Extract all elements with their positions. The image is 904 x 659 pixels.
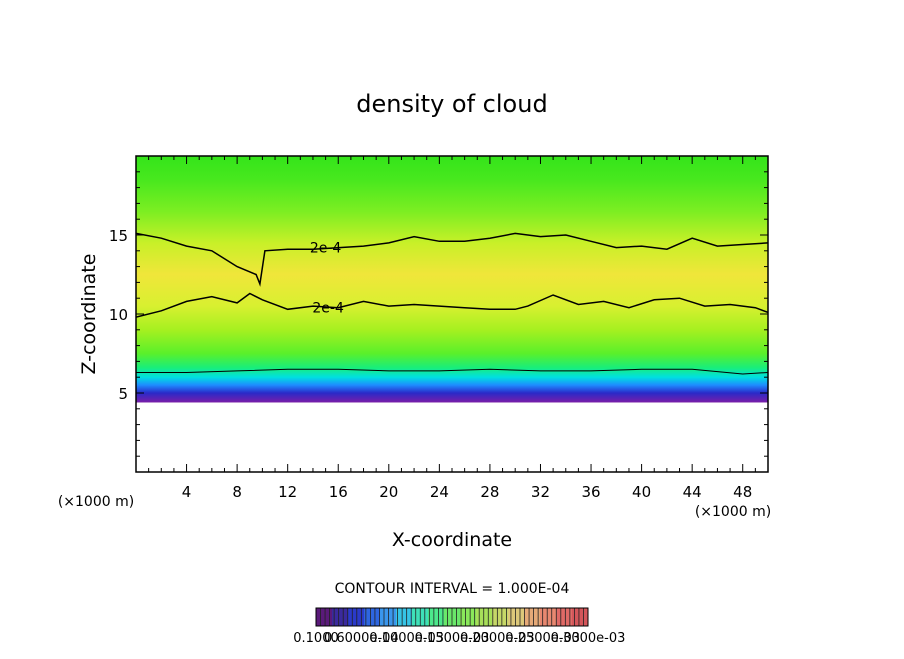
x-tick-label: 20	[379, 483, 398, 501]
x-tick-label: 4	[182, 483, 192, 501]
colorbar-swatch	[396, 608, 413, 626]
x-unit-label-left: (×1000 m)	[58, 494, 134, 510]
x-tick-label: 12	[278, 483, 297, 501]
colorbar-label: 0.1500e-03	[415, 631, 490, 646]
x-unit-label-right: (×1000 m)	[695, 504, 771, 520]
x-tick-label: 16	[329, 483, 348, 501]
colorbar-swatch	[508, 608, 525, 626]
y-tick-label: 5	[118, 385, 128, 403]
x-axis-ticks: 4 8 12 16 20 24 28 32 36 40 44 48	[148, 156, 756, 501]
colorbar-frame	[315, 607, 589, 627]
colorbar-swatch	[492, 608, 509, 626]
colorbar-label: 0.6000e-04	[324, 631, 399, 646]
contour-label: 2e-4	[312, 301, 344, 317]
colorbar-swatch	[524, 608, 541, 626]
colorbar-swatch	[428, 608, 445, 626]
colorbar-swatch	[348, 608, 365, 626]
colorbar	[315, 607, 589, 627]
chart-title: density of cloud	[356, 90, 547, 118]
x-tick-label: 48	[733, 483, 752, 501]
colorbar-labels: 0.10000.6000e-040.1000e-030.1500e-030.20…	[293, 631, 625, 646]
colorbar-label: 0.3000e-03	[551, 631, 626, 646]
x-axis-label: X-coordinate	[392, 529, 512, 551]
colorbar-label: 0.2000e-03	[460, 631, 535, 646]
contour-line-base	[136, 368, 768, 375]
colorbar-label: 0.1000	[293, 631, 339, 646]
colorbar-label: 0.1000e-03	[369, 631, 444, 646]
contour-labels: 2e-4 2e-4	[310, 241, 344, 317]
contour-label: 2e-4	[310, 241, 342, 257]
colorbar-swatch	[364, 608, 381, 626]
x-tick-label: 40	[632, 483, 651, 501]
below-cloud-base-region	[136, 402, 768, 472]
contour-line-upper	[136, 232, 768, 287]
colorbar-swatch	[316, 608, 333, 626]
colorbar-swatch	[572, 608, 589, 626]
y-tick-label: 15	[109, 227, 128, 245]
colorbar-swatch	[556, 608, 573, 626]
x-tick-label: 32	[531, 483, 550, 501]
x-tick-label: 28	[480, 483, 499, 501]
contour-lines	[136, 232, 768, 375]
colorbar-swatch	[332, 608, 349, 626]
y-axis-label: Z-coordinate	[78, 254, 100, 375]
colorbar-swatch	[476, 608, 493, 626]
colorbar-label: 0.2500e-03	[505, 631, 580, 646]
x-tick-label: 8	[232, 483, 242, 501]
colorbar-swatch	[460, 608, 477, 626]
colorbar-swatch	[540, 608, 557, 626]
y-axis-ticks: 5 10 15	[109, 171, 768, 457]
contour-line-lower	[136, 292, 768, 318]
x-tick-label: 24	[430, 483, 449, 501]
x-tick-label: 44	[683, 483, 702, 501]
x-tick-label: 36	[581, 483, 600, 501]
y-tick-label: 10	[109, 306, 128, 324]
contour-interval-text: CONTOUR INTERVAL = 1.000E-04	[335, 581, 570, 597]
plot-area: 2e-4 2e-4	[136, 156, 768, 472]
